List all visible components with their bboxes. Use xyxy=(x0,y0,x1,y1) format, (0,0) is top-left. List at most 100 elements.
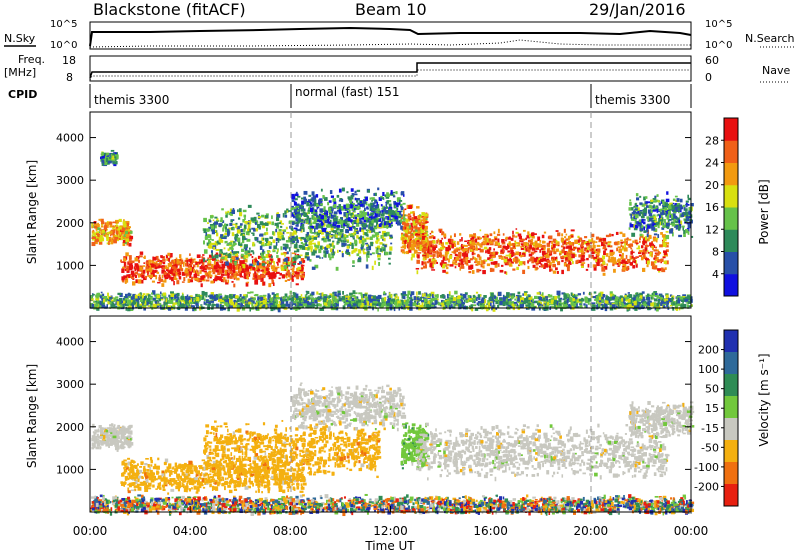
power-scatter-point xyxy=(620,241,623,244)
power-scatter-point xyxy=(149,274,154,278)
power-scatter-point xyxy=(157,258,160,262)
power-scatter-point xyxy=(232,208,235,211)
power-scatter-point xyxy=(294,236,297,241)
power-scatter-point xyxy=(414,227,418,230)
power-scatter-point xyxy=(592,242,595,246)
power-scatter-point xyxy=(407,240,411,244)
power-scatter-point xyxy=(371,198,376,201)
power-scatter-point xyxy=(108,301,112,305)
power-scatter-point xyxy=(367,211,369,216)
power-scatter-point xyxy=(452,243,457,248)
power-scatter-point xyxy=(421,248,426,253)
power-scatter-point xyxy=(310,248,313,253)
power-scatter-point xyxy=(356,206,360,211)
power-scatter-point xyxy=(548,235,553,240)
power-scatter-point xyxy=(290,234,293,238)
power-scatter-point xyxy=(330,219,332,223)
power-scatter-point xyxy=(425,231,429,233)
power-scatter-point xyxy=(307,200,311,204)
power-scatter-point xyxy=(682,295,686,298)
power-scatter-point xyxy=(642,209,645,213)
power-scatter-point xyxy=(391,221,393,225)
power-scatter-point xyxy=(225,211,227,215)
power-scatter-point xyxy=(296,248,300,253)
power-scatter-point xyxy=(314,209,318,213)
power-scatter-point xyxy=(120,302,125,305)
power-scatter-point xyxy=(258,262,261,266)
power-scatter-point xyxy=(351,244,354,250)
power-scatter-point xyxy=(357,236,362,240)
power-scatter-point xyxy=(306,202,310,207)
power-scatter-point xyxy=(415,233,420,238)
power-scatter-point xyxy=(314,264,319,269)
power-scatter-point xyxy=(411,217,414,222)
power-scatter-point xyxy=(550,245,555,250)
power-scatter-point xyxy=(205,232,208,236)
power-scatter-point xyxy=(312,221,317,225)
power-scatter-point xyxy=(454,253,458,257)
power-scatter-point xyxy=(265,267,269,272)
power-scatter-point xyxy=(362,225,367,230)
power-scatter-point xyxy=(382,247,386,252)
power-scatter-point xyxy=(160,297,164,301)
power-scatter-point xyxy=(277,233,280,238)
power-scatter-point xyxy=(581,248,584,253)
power-scatter-point xyxy=(648,294,653,297)
power-scatter-point xyxy=(660,222,663,226)
power-scatter-point xyxy=(354,197,357,201)
power-scatter-point xyxy=(528,258,531,262)
power-scatter-point xyxy=(352,260,355,264)
power-scatter-point xyxy=(362,238,367,242)
power-scatter-point xyxy=(193,268,196,273)
power-scatter-point xyxy=(390,236,394,239)
power-scatter-point xyxy=(186,259,188,264)
power-scatter-point xyxy=(640,215,645,219)
power-scatter-point xyxy=(380,221,383,226)
power-scatter-point xyxy=(516,244,519,247)
power-scatter-point xyxy=(416,244,418,248)
power-scatter-point xyxy=(284,293,288,298)
power-scatter-point xyxy=(357,259,362,263)
power-scatter-point xyxy=(271,275,276,279)
power-scatter-point xyxy=(664,267,667,270)
power-scatter-point xyxy=(564,236,567,239)
power-scatter-point xyxy=(190,261,193,266)
power-scatter-point xyxy=(527,260,529,264)
power-scatter-point xyxy=(496,233,501,236)
power-scatter-point xyxy=(156,271,160,274)
power-scatter-point xyxy=(363,232,368,236)
power-scatter-point xyxy=(247,222,251,225)
power-scatter-point xyxy=(651,227,656,231)
power-scatter-point xyxy=(273,245,277,250)
power-scatter-point xyxy=(461,249,464,252)
power-scatter-point xyxy=(688,210,691,214)
power-scatter-point xyxy=(173,276,177,278)
power-scatter-point xyxy=(383,226,386,229)
power-scatter-point xyxy=(649,226,652,229)
power-scatter-point xyxy=(477,253,480,258)
power-scatter-point xyxy=(454,248,458,251)
power-scatter-point xyxy=(502,294,505,300)
power-scatter-point xyxy=(532,264,536,268)
power-scatter-point xyxy=(303,190,308,195)
power-scatter-point xyxy=(530,238,534,242)
power-scatter-point xyxy=(557,294,561,297)
power-scatter-point xyxy=(236,251,240,254)
power-scatter-point xyxy=(412,239,416,243)
power-scatter-point xyxy=(555,256,558,261)
power-scatter-point xyxy=(380,204,383,207)
power-scatter-point xyxy=(106,231,111,235)
power-scatter-point xyxy=(205,279,210,282)
power-scatter-point xyxy=(294,254,298,258)
cpid-seg-1: themis 3300 xyxy=(94,93,169,107)
power-scatter-point xyxy=(409,215,412,218)
power-scatter-point xyxy=(350,213,354,219)
power-scatter-point xyxy=(605,234,610,238)
power-scatter-point xyxy=(383,208,385,212)
power-scatter-point xyxy=(230,258,233,263)
power-scatter-point xyxy=(231,259,234,263)
power-scatter-point xyxy=(482,235,485,238)
power-scatter-point xyxy=(428,244,431,247)
power-scatter-point xyxy=(301,200,304,205)
power-scatter-point xyxy=(497,244,502,249)
